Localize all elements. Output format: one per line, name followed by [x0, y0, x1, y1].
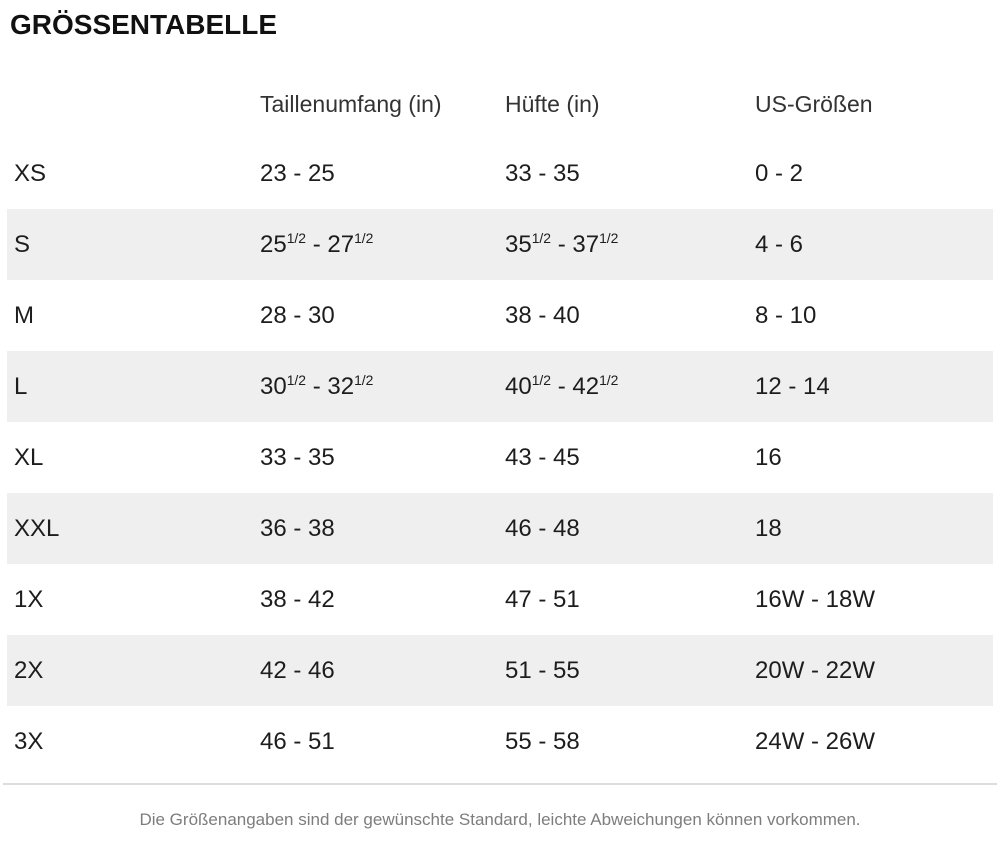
table-header-row: Taillenumfang (in) Hüfte (in) US-Größen: [7, 70, 993, 138]
table-row: 2X 42 - 46 51 - 55 20W - 22W: [7, 635, 993, 706]
footer-note: Die Größenangaben sind der gewünschte St…: [139, 810, 861, 829]
us-size-value: 18: [755, 514, 782, 542]
hip-value: 46 - 48: [505, 514, 580, 542]
table-row: XL 33 - 35 43 - 45 16: [7, 422, 993, 493]
header-us-sizes: US-Größen: [755, 90, 873, 117]
hip-value: 51 - 55: [505, 656, 580, 684]
us-size-value: 16W - 18W: [755, 585, 876, 613]
us-size-value: 16: [755, 443, 782, 471]
us-size-value: 24W - 26W: [755, 727, 876, 755]
size-label: S: [14, 230, 31, 258]
waist-value: 46 - 51: [260, 727, 335, 755]
hip-value: 43 - 45: [505, 443, 580, 471]
size-label: XXL: [14, 514, 60, 542]
hip-value: 351/2 - 371/2: [505, 229, 619, 258]
waist-value: 42 - 46: [260, 656, 335, 684]
header-waist: Taillenumfang (in): [260, 90, 442, 117]
table-row: 1X 38 - 42 47 - 51 16W - 18W: [7, 564, 993, 635]
hip-value: 47 - 51: [505, 585, 580, 613]
hip-value: 55 - 58: [505, 727, 580, 755]
size-label: 3X: [14, 727, 44, 755]
waist-value: 36 - 38: [260, 514, 335, 542]
waist-value: 33 - 35: [260, 443, 335, 471]
hip-value: 401/2 - 421/2: [505, 371, 619, 400]
hip-value: 38 - 40: [505, 301, 580, 329]
table-row: M 28 - 30 38 - 40 8 - 10: [7, 280, 993, 351]
size-label: XS: [14, 159, 47, 187]
table-body: XS 23 - 25 33 - 35 0 - 2 S 251/2 - 271/2 351/2…: [7, 138, 993, 777]
header-hip: Hüfte (in): [505, 90, 600, 117]
size-label: XL: [14, 443, 44, 471]
table-row: XXL 36 - 38 46 - 48 18: [7, 493, 993, 564]
waist-value: 301/2 - 321/2: [260, 371, 374, 400]
size-label: M: [14, 301, 34, 329]
us-size-value: 20W - 22W: [755, 656, 876, 684]
hip-value: 33 - 35: [505, 159, 580, 187]
waist-value: 251/2 - 271/2: [260, 229, 374, 258]
size-label: 1X: [14, 585, 44, 613]
waist-value: 23 - 25: [260, 159, 335, 187]
page-title: GRÖSSENTABELLE: [10, 9, 278, 40]
table-row: 3X 46 - 51 55 - 58 24W - 26W: [7, 706, 993, 777]
table-row: L 301/2 - 321/2 401/2 - 421/2 12 - 14: [7, 351, 993, 422]
divider: [3, 783, 997, 785]
us-size-value: 4 - 6: [755, 230, 804, 258]
us-size-value: 12 - 14: [755, 372, 830, 400]
size-label: 2X: [14, 656, 44, 684]
size-chart-table: Taillenumfang (in) Hüfte (in) US-Größen …: [7, 70, 993, 777]
us-size-value: 8 - 10: [755, 301, 817, 329]
table-row: S 251/2 - 271/2 351/2 - 371/2 4 - 6: [7, 209, 993, 280]
size-label: L: [14, 372, 28, 400]
table-row: XS 23 - 25 33 - 35 0 - 2: [7, 138, 993, 209]
us-size-value: 0 - 2: [755, 159, 804, 187]
waist-value: 38 - 42: [260, 585, 335, 613]
waist-value: 28 - 30: [260, 301, 335, 329]
